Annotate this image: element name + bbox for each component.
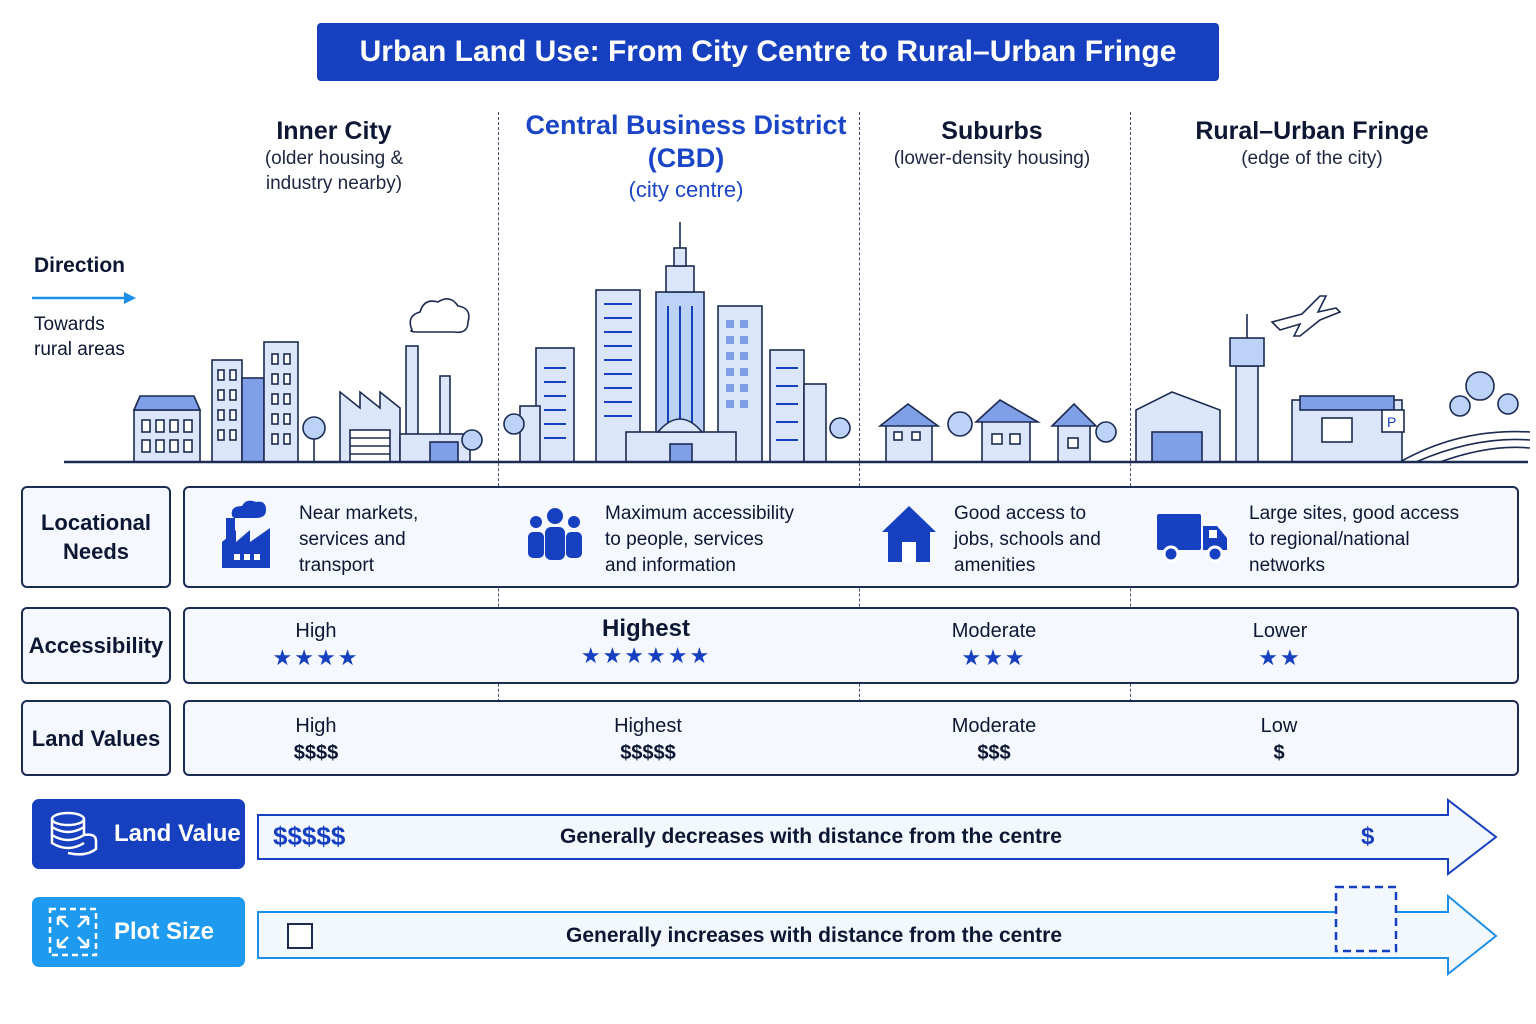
land-value-cell: Highest $$$$$ <box>548 713 748 767</box>
zone-fringe-heading: Rural–Urban Fringe (edge of the city) <box>1195 117 1429 169</box>
suburban-houses-icon <box>877 399 1117 463</box>
locational-needs-text: Maximum accessibility to people, services… <box>605 503 794 576</box>
zone-cbd-heading: Central Business District (CBD) (city ce… <box>525 110 847 202</box>
land-value-level: High <box>295 715 337 737</box>
coins-icon <box>50 811 98 856</box>
land-value-cell: Low $ <box>1179 713 1379 767</box>
city-skyline-illustration: P <box>64 222 1531 464</box>
accessibility-row <box>183 607 1519 684</box>
accessibility-cell: Lower ★★ <box>1180 619 1380 673</box>
cbd-skyscrapers-icon <box>519 222 827 463</box>
land-value-dollars: $$$$ <box>293 742 339 764</box>
row-label-accessibility: Accessibility <box>21 607 171 684</box>
plot-size-arrow <box>257 885 1498 976</box>
plot-size-pill: Plot Size <box>32 897 245 967</box>
warehouse-icon <box>1135 391 1221 463</box>
land-value-cell: Moderate $$$ <box>894 713 1094 767</box>
plot-size-trend-text: Generally increases with distance from t… <box>566 924 1063 947</box>
land-values-row <box>183 700 1519 776</box>
svg-text:P: P <box>1387 414 1396 430</box>
direction-label: Direction <box>34 254 126 277</box>
land-value-end: $ <box>1361 823 1375 850</box>
people-icon <box>528 508 582 560</box>
retail-store-icon: P <box>1291 395 1405 463</box>
land-value-pill-label: Land Value <box>114 820 241 847</box>
zone-divider <box>498 112 499 772</box>
airport-tower-icon <box>1229 314 1265 463</box>
apartment-block-icon <box>211 341 299 463</box>
factory-building-icon <box>339 298 471 463</box>
star-rating: ★★★ <box>961 645 1027 670</box>
land-value-start: $$$$$ <box>273 821 346 851</box>
factory-icon <box>222 500 270 568</box>
page-title: Urban Land Use: From City Centre to Rura… <box>317 23 1219 81</box>
locational-needs-text: Large sites, good access to regional/nati… <box>1249 503 1460 576</box>
locational-needs-text: Good access to jobs, schools and amenities <box>954 503 1101 576</box>
accessibility-level: Moderate <box>951 620 1037 642</box>
zone-divider <box>859 112 860 772</box>
accessibility-level: Highest <box>601 615 690 642</box>
fields-icon <box>1399 371 1531 463</box>
land-value-dollars: $ <box>1273 742 1285 764</box>
small-plot-icon <box>287 923 313 949</box>
expand-icon <box>48 907 98 957</box>
accessibility-cell: Highest ★★★★★★ <box>546 617 746 671</box>
row-label-locational-needs: Locational Needs <box>21 486 171 588</box>
land-value-trend-text: Generally decreases with distance from t… <box>560 825 1062 848</box>
locational-needs-text: Near markets, services and transport <box>299 503 419 576</box>
plot-size-pill-label: Plot Size <box>114 918 215 945</box>
star-rating: ★★★★ <box>272 645 360 670</box>
zone-divider <box>1130 112 1131 772</box>
land-value-pill: Land Value <box>32 799 245 869</box>
row-label-land-values: Land Values <box>21 700 171 776</box>
zone-inner-city-heading: Inner City (older housing & industry nea… <box>264 117 404 194</box>
land-value-level: Moderate <box>951 715 1037 737</box>
direction-note: Towards rural areas <box>34 314 125 360</box>
star-rating: ★★ <box>1258 645 1302 670</box>
truck-icon <box>1157 514 1227 563</box>
star-rating: ★★★★★★ <box>580 643 712 668</box>
land-value-dollars: $$$$$ <box>620 742 676 764</box>
locational-needs-row <box>183 486 1519 588</box>
land-value-level: Low <box>1260 715 1298 737</box>
land-value-level: Highest <box>614 715 682 737</box>
airplane-icon <box>1270 295 1342 337</box>
large-plot-icon <box>1334 885 1398 953</box>
accessibility-cell: High ★★★★ <box>216 619 416 673</box>
house-icon <box>882 506 936 562</box>
land-value-dollars: $$$ <box>977 742 1011 764</box>
direction-arrow-icon <box>32 292 136 304</box>
zone-suburbs-heading: Suburbs (lower-density housing) <box>893 117 1091 169</box>
accessibility-level: High <box>295 620 337 642</box>
land-value-arrow <box>257 798 1498 877</box>
accessibility-level: Lower <box>1252 620 1308 642</box>
row-houses-icon <box>132 395 202 463</box>
accessibility-cell: Moderate ★★★ <box>894 619 1094 673</box>
land-value-cell: High $$$$ <box>216 713 416 767</box>
